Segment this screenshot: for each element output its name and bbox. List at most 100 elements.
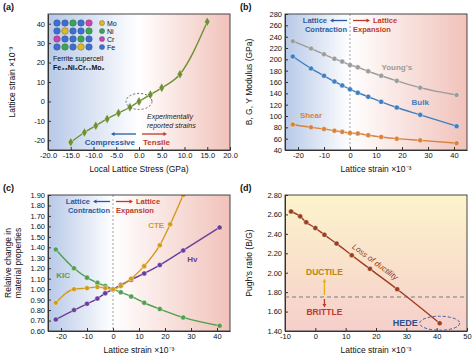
arrow-shaft bbox=[95, 201, 110, 202]
element-label: Mo bbox=[107, 20, 117, 27]
tick-label: 10 bbox=[37, 78, 45, 87]
tick-mark bbox=[87, 328, 88, 331]
marker bbox=[394, 136, 399, 141]
arrow-head bbox=[366, 19, 370, 23]
marker bbox=[454, 93, 459, 98]
x-axis: -1001020304050 bbox=[280, 328, 472, 341]
arrow-shaft bbox=[113, 133, 136, 134]
tick-label: 1.60 bbox=[267, 307, 282, 316]
tick-label: 40 bbox=[433, 332, 441, 341]
tick-label: 2.80 bbox=[267, 191, 282, 200]
marker bbox=[355, 131, 360, 136]
marker bbox=[347, 87, 352, 92]
threshold-line bbox=[285, 297, 467, 298]
marker bbox=[418, 85, 423, 90]
plot-background bbox=[48, 14, 230, 150]
marker bbox=[148, 90, 153, 99]
inset: MoNiCrFeFerrite supercellFe₃₃Ni₆Cr₁₁Mo₂ bbox=[53, 20, 117, 72]
series-label: Hv bbox=[187, 255, 198, 264]
marker bbox=[110, 287, 115, 292]
panel-letter: (a) bbox=[3, 2, 14, 12]
tick-label: 1.70 bbox=[30, 212, 45, 221]
element-key bbox=[99, 36, 104, 41]
marker bbox=[347, 62, 352, 67]
tick-label: -10 bbox=[82, 332, 93, 341]
tick-label: 80 bbox=[274, 123, 282, 132]
tick: 10 bbox=[342, 328, 350, 341]
panel-letter: (d) bbox=[240, 183, 252, 193]
marker bbox=[95, 285, 100, 290]
tick: 20 bbox=[37, 58, 51, 67]
tick-mark bbox=[165, 328, 166, 331]
tick-label: 1.90 bbox=[30, 191, 45, 200]
annotation: Experimentallyreported strains bbox=[147, 113, 196, 130]
marker bbox=[308, 46, 313, 51]
tick: -10.0 bbox=[85, 147, 102, 160]
atom bbox=[54, 36, 61, 43]
tick-label: 280 bbox=[269, 10, 282, 19]
plot-frame bbox=[285, 14, 467, 150]
tick-mark bbox=[61, 328, 62, 331]
figure: -20.0-15.0-10.0-5.00.05.010.015.020.0-20… bbox=[0, 0, 474, 362]
marker bbox=[394, 78, 399, 83]
tick: -5.0 bbox=[110, 147, 123, 160]
series-label: KIC bbox=[56, 271, 70, 280]
series-line bbox=[293, 125, 457, 144]
arrow-shaft bbox=[142, 133, 165, 134]
y-axis-title: Pugh's ratio (B/G) bbox=[244, 229, 254, 296]
tick: 0 bbox=[111, 328, 115, 341]
data-area bbox=[68, 17, 210, 147]
tick-label: -20.0 bbox=[40, 151, 57, 160]
annotations: KICHvCTELatticeContractionLatticeExpansi… bbox=[56, 197, 198, 280]
inset-title: Ferrite supercell bbox=[53, 55, 104, 63]
marker bbox=[159, 83, 164, 92]
arrow-head bbox=[163, 132, 167, 136]
tick-label: 30 bbox=[37, 39, 45, 48]
tick-mark bbox=[217, 328, 218, 331]
tick-label: 30 bbox=[403, 332, 411, 341]
highlight-ellipse bbox=[420, 316, 460, 330]
tick-label: -10 bbox=[319, 151, 330, 160]
annotation: Compressive bbox=[85, 138, 136, 147]
tick-label: 200 bbox=[269, 55, 282, 64]
marker bbox=[394, 105, 399, 110]
annotations: Young'sBulkShearLatticeContractionLattic… bbox=[300, 16, 430, 120]
tick-mark bbox=[285, 48, 288, 49]
marker bbox=[366, 94, 371, 99]
tick: 60 bbox=[274, 135, 288, 144]
tick: -10 bbox=[34, 117, 51, 126]
marker bbox=[347, 130, 352, 135]
annotation: Tensile bbox=[143, 138, 171, 147]
data-area bbox=[53, 195, 222, 331]
tick-mark bbox=[285, 37, 288, 38]
zero-line bbox=[350, 14, 351, 150]
element-key bbox=[99, 44, 104, 49]
element-key bbox=[99, 20, 104, 25]
marker bbox=[298, 214, 303, 219]
tick-label: 20 bbox=[161, 332, 169, 341]
tick-mark bbox=[285, 116, 288, 117]
marker bbox=[71, 287, 76, 292]
marker bbox=[82, 128, 87, 137]
tick-label: 10 bbox=[372, 151, 380, 160]
atom bbox=[70, 36, 77, 43]
marker bbox=[103, 291, 108, 296]
tick: 40 bbox=[450, 147, 458, 160]
series-label: Bulk bbox=[412, 98, 430, 107]
tick-mark bbox=[139, 328, 140, 331]
tick-label: 100 bbox=[269, 112, 282, 121]
tick: 20.0 bbox=[223, 147, 238, 160]
marker bbox=[340, 59, 345, 64]
tick: 20 bbox=[398, 147, 406, 160]
tick-label: 1.10 bbox=[30, 275, 45, 284]
tick-mark bbox=[315, 328, 316, 331]
marker bbox=[379, 99, 384, 104]
marker bbox=[110, 287, 115, 292]
tick-mark bbox=[285, 59, 288, 60]
tick-label: -15.0 bbox=[63, 151, 80, 160]
tick-label: 0.60 bbox=[30, 327, 45, 336]
plot-background bbox=[285, 14, 467, 150]
marker bbox=[290, 39, 295, 44]
marker bbox=[116, 108, 121, 117]
tick-label: 2.00 bbox=[267, 269, 282, 278]
